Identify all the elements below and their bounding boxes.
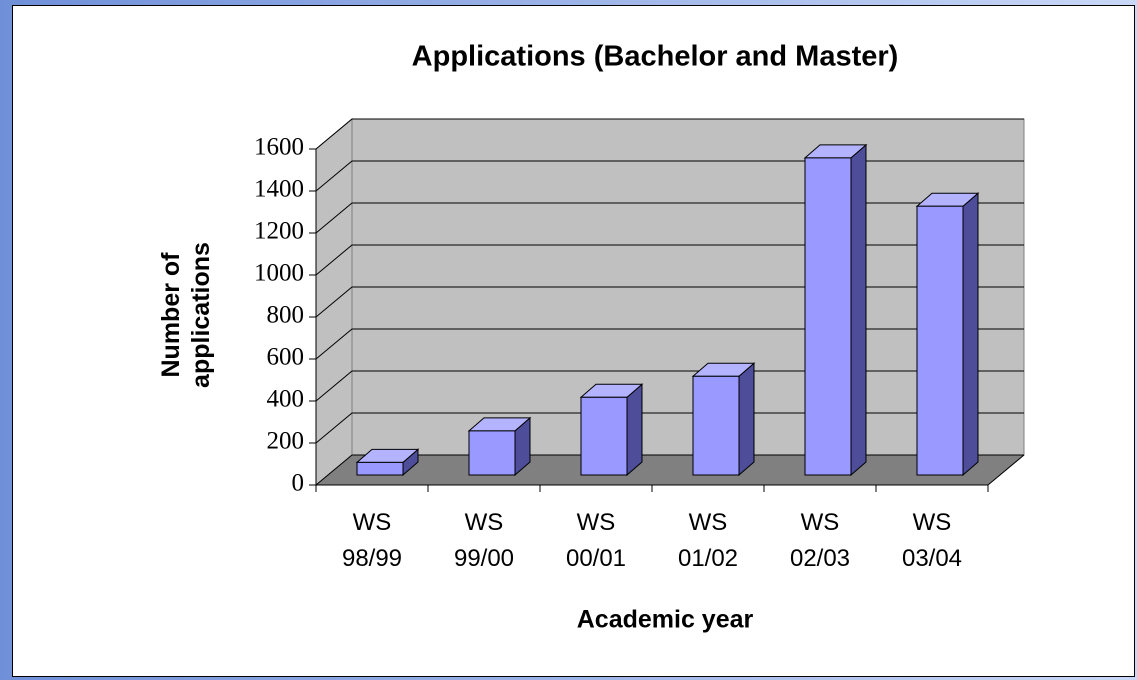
bar-front	[468, 430, 516, 476]
y-tick-label: 400	[267, 386, 305, 413]
y-tick-label: 0	[292, 470, 305, 497]
x-axis-title: Academic year	[577, 606, 754, 634]
chart-title: Applications (Bachelor and Master)	[412, 41, 899, 73]
grid-line	[315, 286, 1024, 318]
x-tick-label: WS 98/99	[342, 509, 402, 572]
y-tick-label: 200	[267, 428, 305, 455]
bar-front	[580, 396, 628, 476]
bar-front	[356, 461, 404, 476]
y-tick-label: 1200	[254, 218, 304, 245]
grid-line	[315, 412, 1024, 444]
x-tick-label: WS 99/00	[454, 509, 514, 572]
bar	[467, 416, 532, 477]
y-axis-title: Number ofapplications	[157, 242, 215, 388]
grid-line	[315, 160, 1024, 192]
bar-side	[962, 192, 979, 477]
bar	[915, 192, 980, 477]
bar-front	[692, 375, 740, 476]
bar-side	[850, 143, 867, 477]
x-tick-label: WS 01/02	[678, 509, 738, 572]
grid-line	[315, 370, 1024, 402]
grid-line	[315, 202, 1024, 234]
y-tick-label: 1400	[254, 176, 304, 203]
x-tick-label: WS 03/04	[902, 509, 962, 572]
bar	[691, 362, 756, 477]
y-tick-label: 800	[267, 302, 305, 329]
bar-side	[626, 383, 643, 477]
x-tick-label: WS 00/01	[566, 509, 626, 572]
bar-side	[738, 362, 755, 477]
bar-front	[804, 157, 852, 476]
y-tick-label: 1000	[254, 260, 304, 287]
y-tick-label: 600	[267, 344, 305, 371]
floor-edge	[987, 454, 1025, 486]
bar	[579, 383, 644, 477]
grid-line	[315, 454, 1024, 486]
grid-line	[315, 328, 1024, 360]
y-tick-label: 1600	[254, 134, 304, 161]
bar	[803, 143, 868, 477]
bar	[355, 448, 420, 477]
x-tick-label: WS 02/03	[790, 509, 850, 572]
bar-front	[916, 205, 964, 476]
grid-line	[315, 118, 1024, 150]
grid-line	[315, 244, 1024, 276]
